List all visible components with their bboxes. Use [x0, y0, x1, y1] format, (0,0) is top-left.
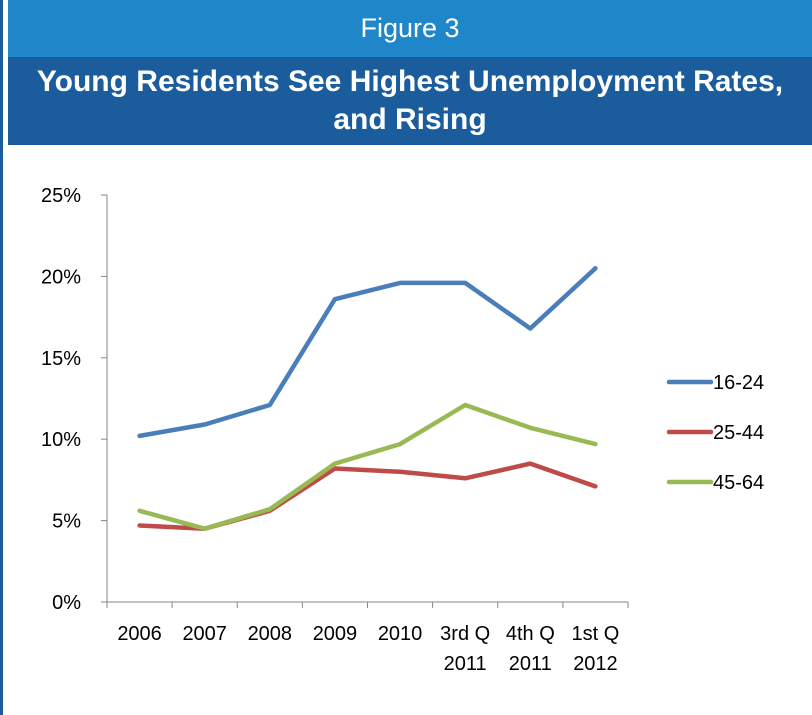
y-tick-label: 5%: [52, 511, 81, 533]
legend-label-16-24: 16-24: [713, 372, 764, 394]
x-tick-label: 2009: [313, 623, 358, 645]
figure-label: Figure 3: [360, 13, 460, 43]
x-tick-label: 3rd Q 2011: [440, 623, 490, 675]
series-line-25-44: [137, 461, 598, 531]
chart-title-bar: Young Residents See Highest Unemployment…: [8, 57, 812, 145]
y-tick-label: 25%: [41, 185, 81, 207]
y-tick-label: 0%: [52, 592, 81, 614]
y-tick-label: 20%: [41, 266, 81, 288]
chart-axes: 0% 5% 10% 15% 20% 25% 2006 2007 2008 2009 2010 3rd …: [41, 185, 629, 675]
x-tick-label: 4th Q 2011: [506, 623, 555, 675]
series-line-45-64: [137, 402, 598, 531]
x-tick-label: 2006: [117, 623, 162, 645]
left-border-rule: [0, 0, 3, 715]
figure-label-bar: Figure 3: [8, 0, 812, 57]
line-chart: 0% 5% 10% 15% 20% 25% 2006 2007 2008 2009 2010 3rd …: [41, 185, 764, 675]
chart-series: [137, 266, 598, 531]
y-tick-label: 15%: [41, 348, 81, 370]
x-tick-label: 2010: [378, 623, 423, 645]
chart-title: Young Residents See Highest Unemployment…: [36, 65, 784, 136]
chart-legend: 16-24 25-44 45-64: [666, 372, 764, 494]
x-tick-label: 2008: [248, 623, 293, 645]
x-tick-label: 1st Q 2012: [572, 623, 620, 675]
legend-label-45-64: 45-64: [713, 472, 764, 494]
series-line-16-24: [137, 266, 598, 439]
y-tick-label: 10%: [41, 429, 81, 451]
legend-label-25-44: 25-44: [713, 422, 764, 444]
x-tick-label: 2007: [182, 623, 227, 645]
